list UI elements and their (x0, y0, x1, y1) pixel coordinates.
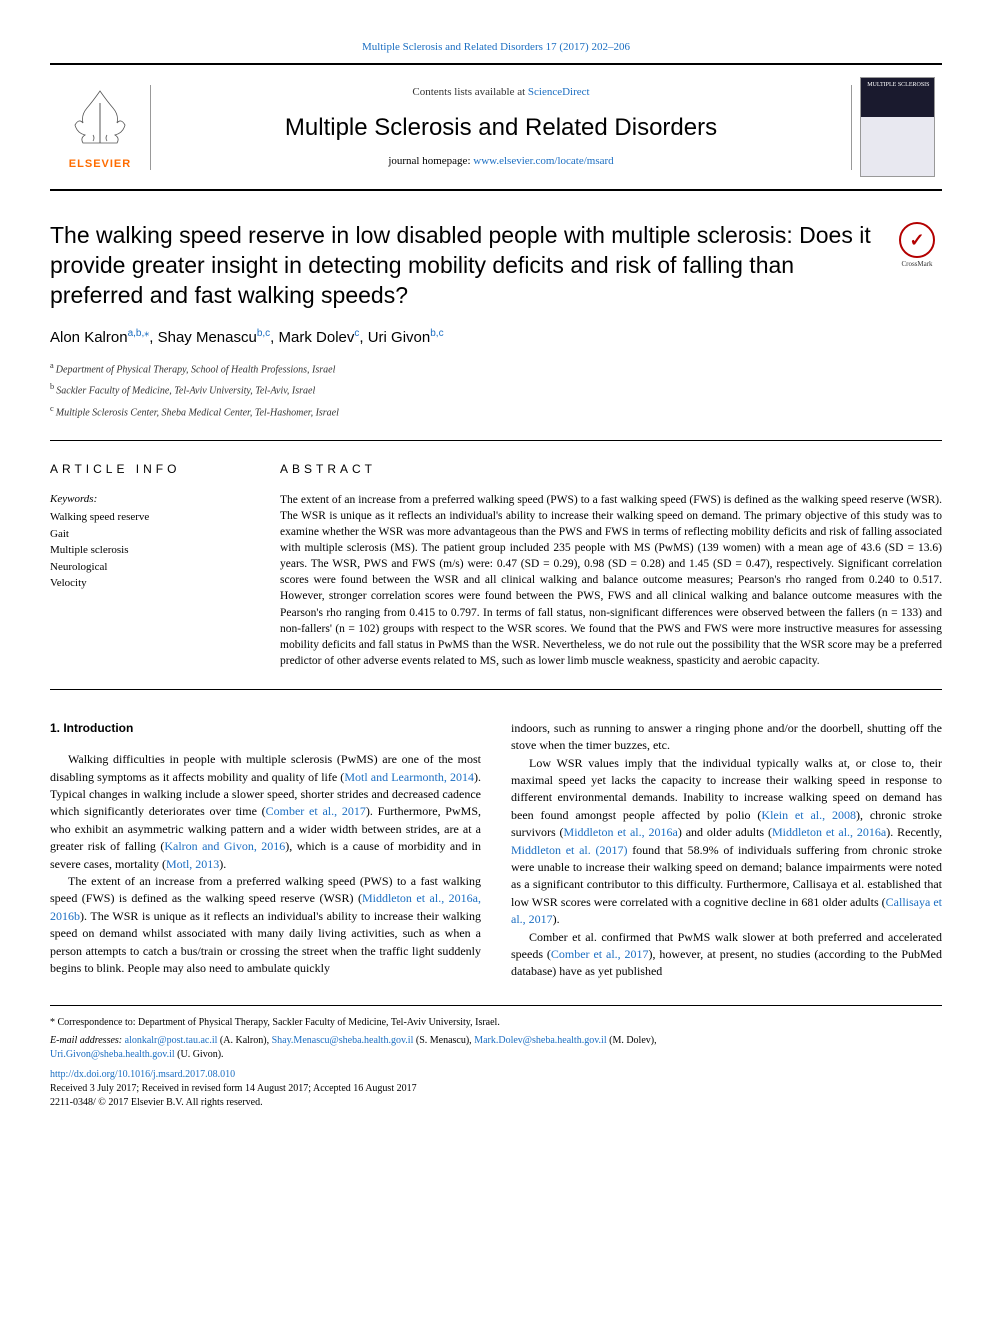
publisher-name: ELSEVIER (69, 157, 131, 172)
divider (50, 440, 942, 441)
doi-link[interactable]: http://dx.doi.org/10.1016/j.msard.2017.0… (50, 1068, 942, 1082)
body-paragraph: Low WSR values imply that the individual… (511, 755, 942, 929)
authors-line: Alon Kalrona,b,⁎, Shay Menascub,c, Mark … (50, 327, 942, 348)
crossmark-label: CrossMark (901, 260, 932, 270)
journal-name: Multiple Sclerosis and Related Disorders (171, 111, 831, 145)
keyword: Velocity (50, 575, 250, 592)
body-paragraph: indoors, such as running to answer a rin… (511, 720, 942, 755)
email-line: E-mail addresses: alonkalr@post.tau.ac.i… (50, 1034, 942, 1062)
author-affiliation-ref[interactable]: b,c (257, 328, 270, 339)
publisher-logo: ELSEVIER (50, 83, 150, 172)
affiliation: a Department of Physical Therapy, School… (50, 360, 942, 377)
info-abstract-row: ARTICLE INFO Keywords: Walking speed res… (50, 461, 942, 669)
citation[interactable]: Middleton et al., 2016a (772, 825, 886, 839)
author-name: Mark Dolev (279, 329, 355, 346)
author-affiliation-ref[interactable]: c (354, 328, 359, 339)
body-paragraph: Comber et al. confirmed that PwMS walk s… (511, 929, 942, 981)
footer-divider (50, 1005, 942, 1006)
article-info-heading: ARTICLE INFO (50, 461, 250, 478)
journal-cover: MULTIPLE SCLEROSIS (852, 77, 942, 177)
author-affiliation-ref[interactable]: a,b,⁎ (128, 328, 150, 339)
citation[interactable]: Klein et al., 2008 (761, 808, 856, 822)
cover-thumbnail: MULTIPLE SCLEROSIS (860, 77, 935, 177)
correspondence-note: * Correspondence to: Department of Physi… (50, 1016, 942, 1030)
keyword: Multiple sclerosis (50, 542, 250, 559)
citation[interactable]: Middleton et al. (2017) (511, 843, 627, 857)
received-dates: Received 3 July 2017; Received in revise… (50, 1082, 942, 1096)
homepage-prefix: journal homepage: (388, 155, 473, 167)
keyword: Walking speed reserve (50, 509, 250, 526)
crossmark-icon: ✓ (899, 222, 935, 258)
sciencedirect-link[interactable]: ScienceDirect (528, 86, 590, 98)
two-column-body: 1. Introduction Walking difficulties in … (50, 720, 942, 981)
keyword: Gait (50, 526, 250, 543)
affiliation: c Multiple Sclerosis Center, Sheba Medic… (50, 403, 942, 420)
citation[interactable]: Comber et al., 2017 (551, 947, 649, 961)
article-info-column: ARTICLE INFO Keywords: Walking speed res… (50, 461, 250, 669)
email-link[interactable]: Shay.Menascu@sheba.health.gov.il (272, 1035, 414, 1046)
top-journal-citation: Multiple Sclerosis and Related Disorders… (50, 40, 942, 55)
citation[interactable]: Kalron and Givon, 2016 (164, 839, 285, 853)
title-row: The walking speed reserve in low disable… (50, 221, 942, 311)
citation[interactable]: Comber et al., 2017 (266, 804, 366, 818)
author-name: Shay Menascu (158, 329, 257, 346)
contents-prefix: Contents lists available at (412, 86, 527, 98)
email-link[interactable]: Mark.Dolev@sheba.health.gov.il (474, 1035, 606, 1046)
contents-line: Contents lists available at ScienceDirec… (171, 85, 831, 100)
homepage-line: journal homepage: www.elsevier.com/locat… (171, 154, 831, 169)
intro-heading: 1. Introduction (50, 720, 481, 737)
email-link[interactable]: alonkalr@post.tau.ac.il (125, 1035, 218, 1046)
author-affiliation-ref[interactable]: b,c (430, 328, 443, 339)
email-prefix: E-mail addresses: (50, 1035, 125, 1046)
top-journal-link[interactable]: Multiple Sclerosis and Related Disorders… (362, 41, 630, 53)
affiliation: b Sackler Faculty of Medicine, Tel-Aviv … (50, 381, 942, 398)
journal-header: ELSEVIER Contents lists available at Sci… (50, 63, 942, 191)
article-title: The walking speed reserve in low disable… (50, 221, 872, 311)
body-paragraph: The extent of an increase from a preferr… (50, 873, 481, 977)
author-name: Alon Kalron (50, 329, 128, 346)
keyword: Neurological (50, 559, 250, 576)
author-name: Uri Givon (368, 329, 431, 346)
homepage-url[interactable]: www.elsevier.com/locate/msard (473, 155, 613, 167)
keywords-label: Keywords: (50, 492, 250, 507)
citation[interactable]: Middleton et al., 2016a (564, 825, 678, 839)
body-paragraph: Walking difficulties in people with mult… (50, 751, 481, 873)
divider (50, 689, 942, 690)
abstract-text: The extent of an increase from a preferr… (280, 492, 942, 669)
citation[interactable]: Motl, 2013 (166, 857, 219, 871)
cover-label: MULTIPLE SCLEROSIS (867, 82, 929, 89)
abstract-heading: ABSTRACT (280, 461, 942, 478)
header-center: Contents lists available at ScienceDirec… (150, 85, 852, 169)
crossmark-badge[interactable]: ✓ CrossMark (892, 221, 942, 271)
elsevier-tree-icon (65, 83, 135, 153)
copyright-line: 2211-0348/ © 2017 Elsevier B.V. All righ… (50, 1096, 942, 1110)
citation[interactable]: Motl and Learmonth, 2014 (344, 770, 474, 784)
email-link[interactable]: Uri.Givon@sheba.health.gov.il (50, 1049, 175, 1060)
abstract-column: ABSTRACT The extent of an increase from … (280, 461, 942, 669)
body-section: 1. Introduction Walking difficulties in … (50, 720, 942, 981)
